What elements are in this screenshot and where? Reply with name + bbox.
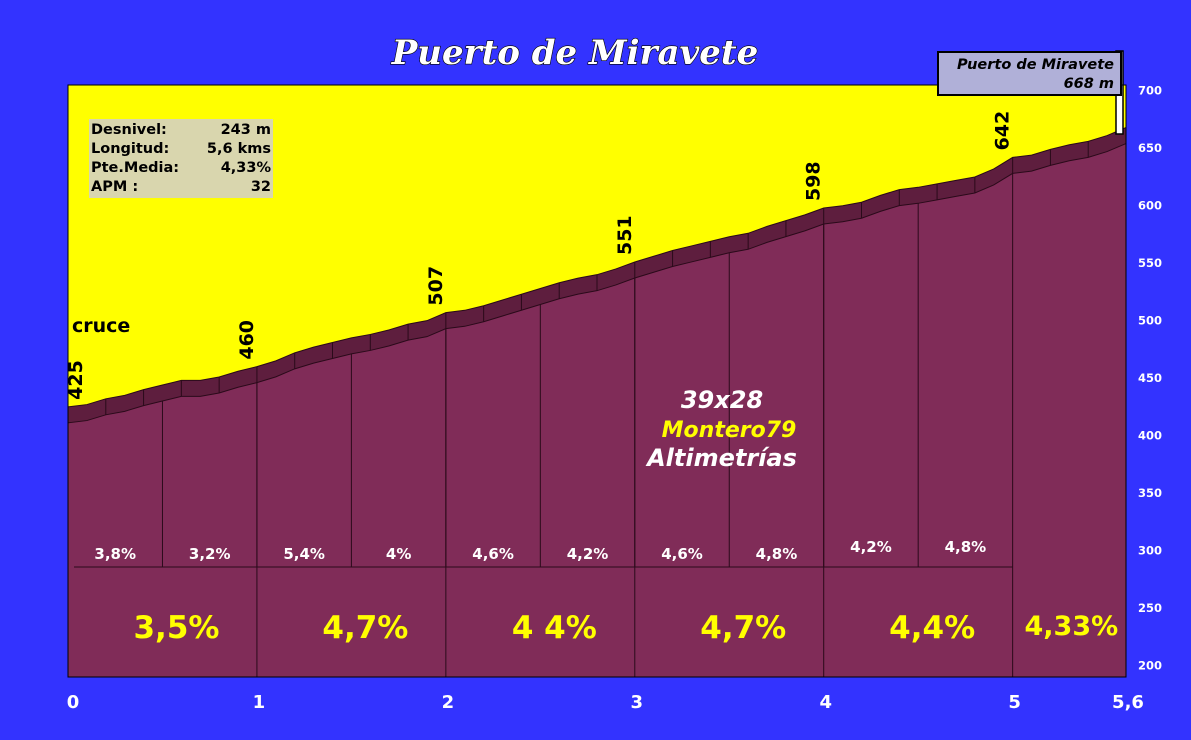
altitude-label: 507 — [425, 266, 447, 306]
labels-layer: 3,8% 3,2% 5,4% 4% 4,6% 4,2% 4,6% 4,8% 4,2% 4,8% 3,… — [65, 50, 1124, 646]
gear-label: 39x28 — [681, 386, 763, 414]
stat-value: 32 — [250, 179, 271, 195]
stat-row-pendiente: Pte.Media: 4,33% — [91, 159, 271, 178]
stat-value: 243 m — [220, 122, 271, 138]
chart-title: Puerto de Miravete — [391, 33, 759, 73]
y-tick-label: 400 — [1138, 429, 1162, 443]
altitude-label: 460 — [236, 320, 258, 360]
y-tick-label: 550 — [1138, 256, 1162, 270]
stat-value: 4,33% — [220, 160, 271, 176]
y-tick-label: 700 — [1138, 84, 1162, 98]
altitude-label: 425 — [65, 360, 87, 400]
stat-row-apm: APM : 32 — [91, 178, 271, 197]
x-tick-label: 2 — [442, 692, 455, 713]
author-label: Montero79 — [662, 418, 797, 443]
km-grade-label: 3,5% — [133, 610, 219, 646]
plot-frame — [67, 84, 1127, 678]
stat-label: Pte.Media: — [91, 160, 180, 176]
y-tick-label: 350 — [1138, 486, 1162, 500]
stat-label: Longitud: — [91, 141, 170, 157]
segment-grade-label: 4,6% — [661, 545, 703, 563]
stat-label: Desnivel: — [91, 122, 167, 138]
altitude-label: 598 — [803, 161, 825, 201]
km-grade-label: 4,7% — [700, 610, 786, 646]
y-tick-label: 200 — [1138, 659, 1162, 673]
segment-grade-label: 4,8% — [945, 538, 987, 556]
start-label: cruce — [72, 315, 130, 337]
segment-grade-label: 3,2% — [189, 545, 231, 563]
profile-area — [68, 143, 1126, 677]
segment-grade-label: 4,2% — [850, 538, 892, 556]
y-tick-label: 300 — [1138, 544, 1162, 558]
y-tick-label: 500 — [1138, 314, 1162, 328]
stats-box: Desnivel: 243 m Longitud: 5,6 kms Pte.Medi… — [89, 119, 273, 198]
y-tick-label: 600 — [1138, 199, 1162, 213]
segment-grade-label: 4,2% — [567, 545, 609, 563]
km-grade-label: 4 4% — [512, 610, 597, 646]
segment-grade-label: 4,8% — [756, 545, 798, 563]
y-tick-label: 450 — [1138, 371, 1162, 385]
stat-row-desnivel: Desnivel: 243 m — [91, 121, 271, 140]
profile-layer — [67, 126, 1127, 677]
summit-box: Puerto de Miravete 668 m — [937, 51, 1122, 96]
x-tick-label: 3 — [631, 692, 644, 713]
x-tick-label: 1 — [253, 692, 266, 713]
km-grade-label: 4,4% — [889, 610, 975, 646]
km-grade-label: 4,7% — [322, 610, 408, 646]
altitude-label: 551 — [614, 215, 636, 255]
summit-name: Puerto de Miravete — [956, 57, 1114, 73]
stat-value: 5,6 kms — [206, 141, 271, 157]
x-tick-label: 5 — [1008, 692, 1021, 713]
x-tick-label: 0 — [67, 692, 80, 713]
summit-altitude: 668 m — [1063, 76, 1114, 92]
altitude-label: 642 — [992, 111, 1014, 151]
site-label: Altimetrías — [645, 444, 797, 472]
segment-grade-label: 4,6% — [472, 545, 514, 563]
y-tick-label: 650 — [1138, 141, 1162, 155]
segment-grade-label: 5,4% — [283, 545, 325, 563]
segment-grade-label: 4% — [386, 545, 411, 563]
x-tick-label: 5,6 — [1112, 692, 1144, 713]
y-tick-label: 250 — [1138, 601, 1162, 615]
stat-row-longitud: Longitud: 5,6 kms — [91, 140, 271, 159]
stat-label: APM : — [91, 179, 139, 195]
x-tick-label: 4 — [819, 692, 832, 713]
km-grade-label: 4,33% — [1024, 611, 1118, 642]
segment-grade-label: 3,8% — [94, 545, 136, 563]
